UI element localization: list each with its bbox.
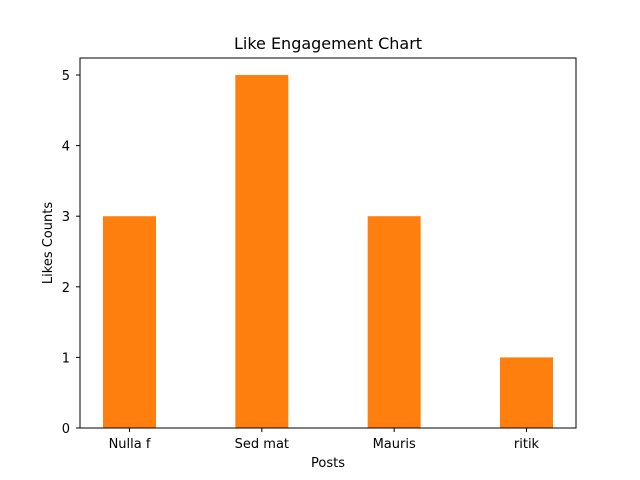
y-tick-label-0: 0 <box>62 422 70 437</box>
bar-1 <box>235 75 289 428</box>
x-tick-label-2: Mauris <box>373 437 416 452</box>
y-tick-label-2: 2 <box>62 281 70 296</box>
x-tick-label-1: Sed mat <box>235 437 289 452</box>
plot-frame <box>79 57 577 429</box>
y-tick-label-1: 1 <box>62 351 70 366</box>
bar-0 <box>103 216 156 428</box>
bar-2 <box>367 216 421 428</box>
y-tick-label-3: 3 <box>62 210 70 225</box>
bar-3 <box>500 357 553 428</box>
chart-title: Like Engagement Chart <box>234 34 422 53</box>
y-axis: 0 1 2 3 4 5 <box>62 69 80 437</box>
x-tick-label-0: Nulla f <box>109 437 151 452</box>
x-axis-label: Posts <box>311 456 345 471</box>
bars-layer <box>103 75 553 428</box>
y-axis-label: Likes Counts <box>41 202 56 284</box>
y-tick-label-5: 5 <box>62 69 70 84</box>
x-axis: Nulla f Sed mat Mauris ritik <box>109 428 540 452</box>
x-tick-label-3: ritik <box>514 437 540 452</box>
y-tick-label-4: 4 <box>62 140 70 155</box>
